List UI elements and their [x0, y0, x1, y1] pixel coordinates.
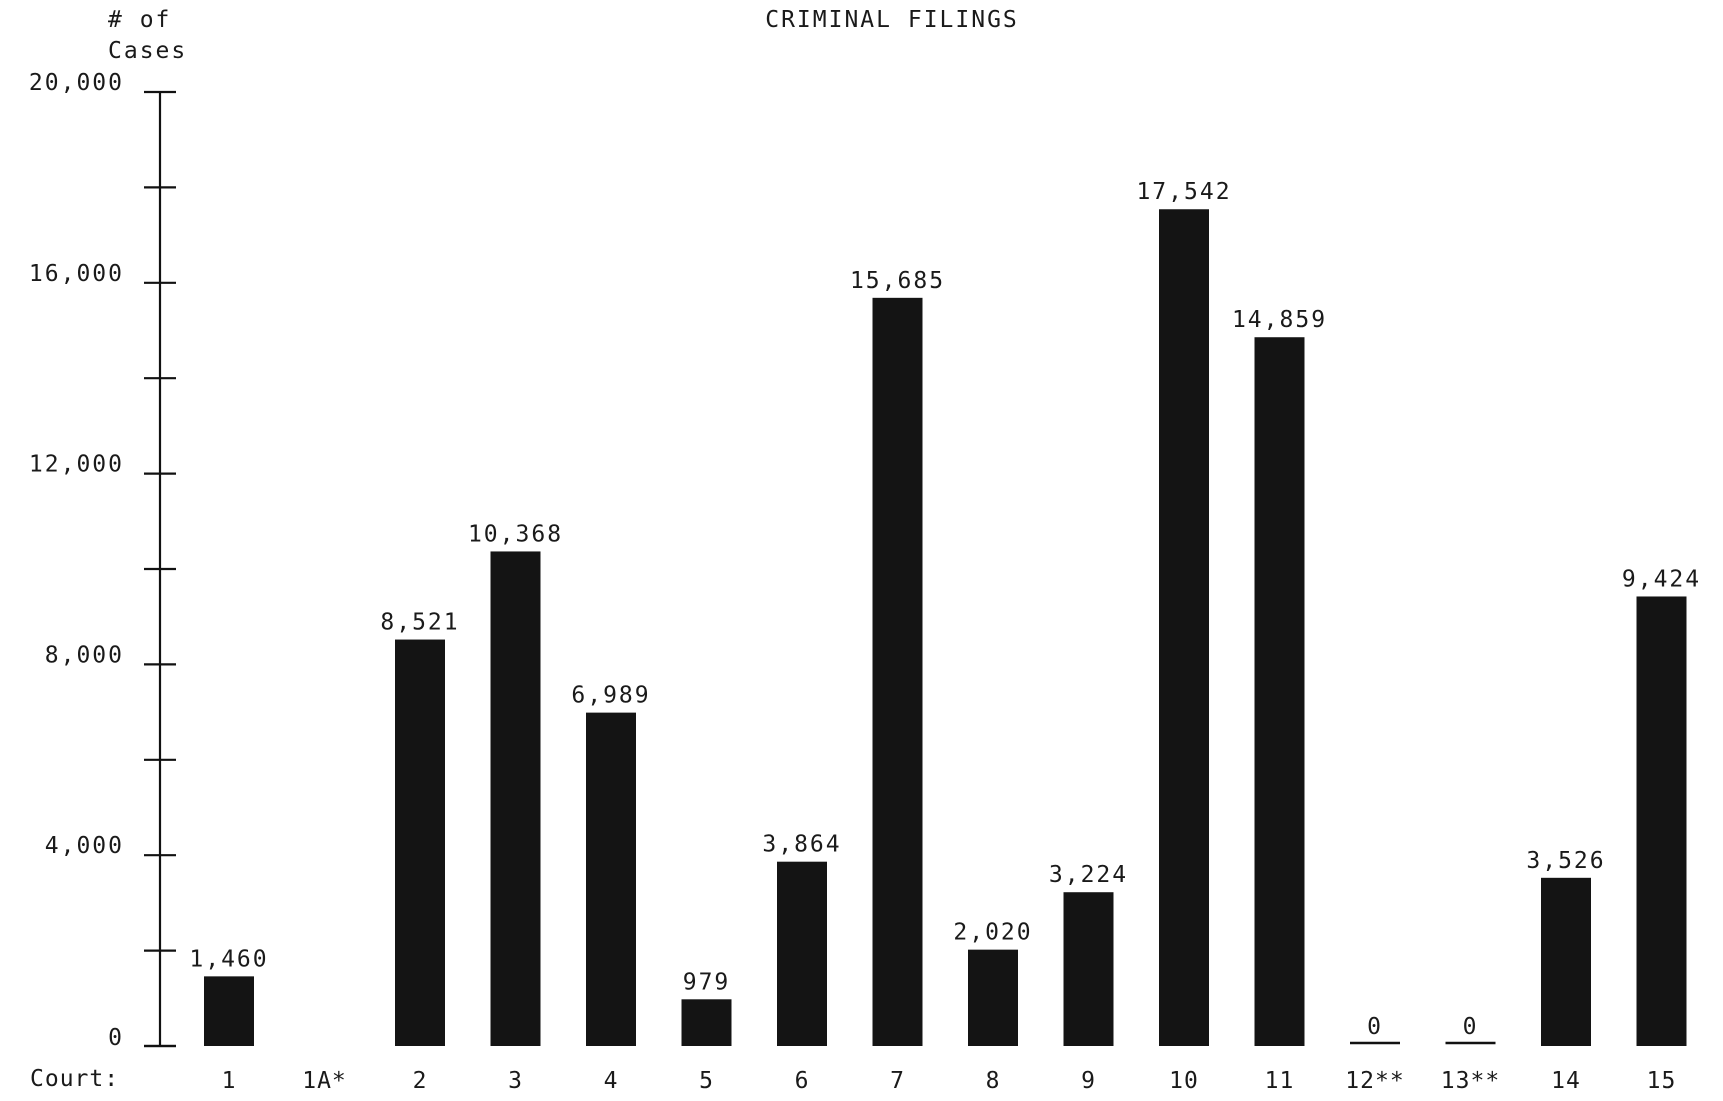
y-tick-label: 8,000	[45, 642, 124, 668]
bar	[681, 999, 732, 1046]
bar-data-label: 1,460	[189, 946, 268, 972]
bar-data-label: 9,424	[1622, 566, 1701, 592]
x-category-label: 7	[890, 1068, 905, 1094]
bar-data-label: 0	[1367, 1014, 1383, 1040]
x-category-label: 6	[795, 1068, 810, 1094]
x-category-label: 1A*	[302, 1068, 347, 1094]
bar	[490, 551, 541, 1046]
y-tick-label: 16,000	[29, 261, 124, 287]
bar-data-label: 17,542	[1136, 179, 1231, 205]
bar-data-label: 0	[1463, 1014, 1479, 1040]
x-category-label: 14	[1551, 1068, 1581, 1094]
x-category-label: 12**	[1345, 1068, 1404, 1094]
x-category-label: 4	[604, 1068, 619, 1094]
bar-data-label: 14,859	[1232, 307, 1327, 333]
bars-group	[204, 209, 1687, 1047]
bar-data-label: 15,685	[850, 268, 945, 294]
x-category-label: 10	[1169, 1068, 1199, 1094]
y-tick-label: 12,000	[29, 452, 124, 478]
x-category-label: 1	[222, 1068, 237, 1094]
chart-title: CRIMINAL FILINGS	[765, 7, 1019, 33]
x-category-label: 11	[1265, 1068, 1295, 1094]
data-labels-group: 1,460 8,521 10,368 6,989 979 3,864 15,685 2,020…	[189, 179, 1701, 1040]
bar-data-label: 6,989	[571, 683, 650, 709]
x-categories-group: 1 1A* 2 3 4 5 6 7 8 9 10 11 12** 13** 14 15	[222, 1068, 1677, 1094]
y-axis-label-line-2: Cases	[108, 38, 187, 64]
bar	[1254, 337, 1305, 1046]
bar	[586, 712, 636, 1046]
y-tick-label: 0	[108, 1025, 124, 1051]
bar-data-label: 3,526	[1526, 848, 1605, 874]
y-ticks-group: 0 4,000 8,000 12,000 16,000 20,000	[29, 70, 176, 1051]
bar	[1159, 209, 1209, 1047]
x-category-label: 13**	[1441, 1068, 1500, 1094]
x-category-label: 15	[1647, 1068, 1677, 1094]
bar-data-label: 3,224	[1049, 862, 1128, 888]
bar	[1636, 596, 1687, 1046]
x-category-label: 8	[986, 1068, 1001, 1094]
y-tick-label: 4,000	[45, 833, 124, 859]
x-category-label: 9	[1081, 1068, 1096, 1094]
bar-data-label: 979	[683, 969, 731, 995]
bar	[204, 976, 254, 1046]
bar-data-label: 3,864	[762, 832, 841, 858]
bar	[777, 861, 827, 1046]
bar	[872, 297, 923, 1046]
y-axis-label-line-1: # of	[108, 7, 171, 33]
bar	[1541, 877, 1591, 1046]
bar-data-label: 2,020	[953, 920, 1032, 946]
x-category-label: 2	[413, 1068, 428, 1094]
bar	[968, 949, 1018, 1046]
x-category-label: 5	[699, 1068, 714, 1094]
x-axis-label: Court:	[30, 1066, 119, 1092]
bar	[1063, 892, 1114, 1046]
y-tick-label: 20,000	[29, 70, 124, 96]
bar	[395, 639, 445, 1046]
bar-data-label: 10,368	[468, 521, 563, 547]
bar-data-label: 8,521	[380, 610, 459, 636]
x-category-label: 3	[508, 1068, 523, 1094]
